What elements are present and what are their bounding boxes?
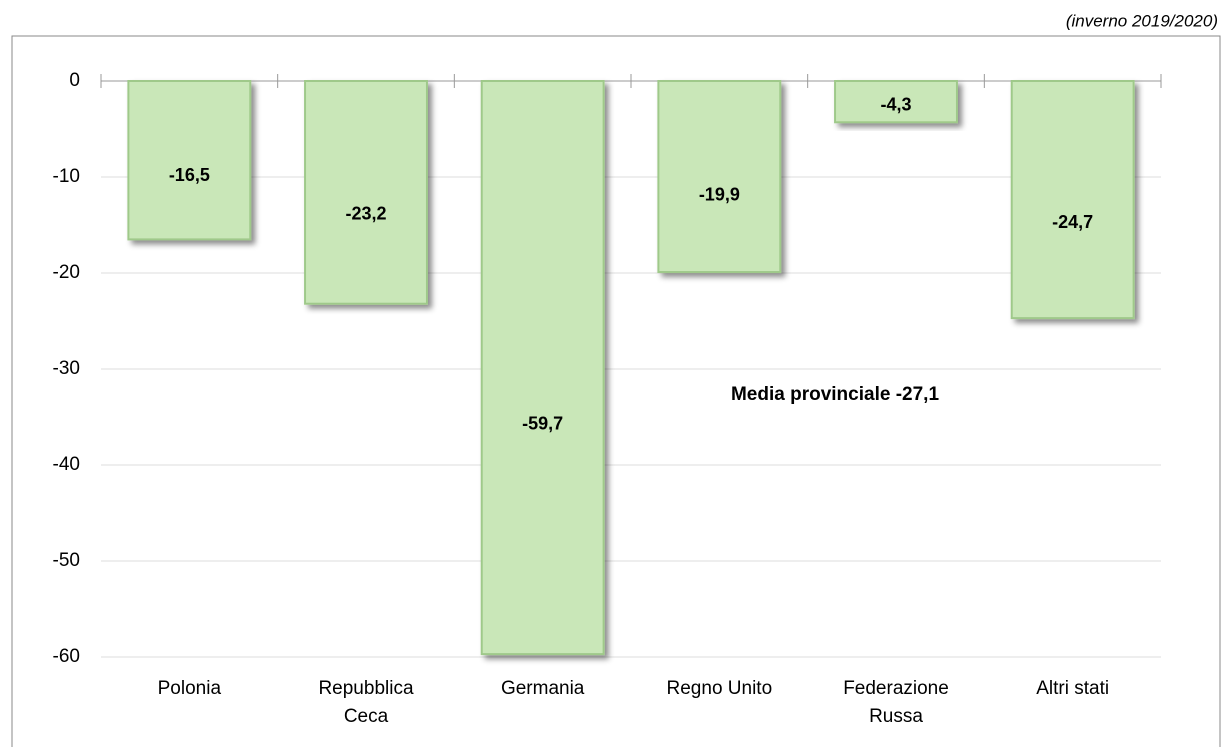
y-tick-label: -60 xyxy=(53,646,80,667)
bar xyxy=(657,80,782,274)
plot-frame xyxy=(11,35,1221,747)
y-tick-label: 0 xyxy=(69,70,80,91)
y-tick-label: -30 xyxy=(53,358,80,379)
x-tick-label: Federazione Russa xyxy=(843,678,949,727)
data-label: -16,5 xyxy=(169,165,210,185)
data-label: -23,2 xyxy=(345,203,386,223)
average-label: Media provinciale -27,1 xyxy=(731,384,939,405)
y-tick-label: -20 xyxy=(53,262,80,283)
bar xyxy=(834,80,958,124)
y-tick-label: -50 xyxy=(53,550,80,571)
x-tick-label: Regno Unito xyxy=(666,678,773,699)
bar xyxy=(1010,80,1135,320)
data-label: -19,9 xyxy=(699,184,740,204)
x-tick-label: Repubblica Ceca xyxy=(318,678,414,727)
bar xyxy=(304,80,428,305)
data-label: -59,7 xyxy=(522,414,563,434)
y-tick-label: -10 xyxy=(53,166,80,187)
x-tick-label: Altri stati xyxy=(1036,678,1110,699)
x-tick-label: Germania xyxy=(500,678,585,699)
bar xyxy=(127,80,252,241)
data-label: -4,3 xyxy=(880,95,911,115)
bar xyxy=(480,80,605,656)
x-tick-label: Polonia xyxy=(157,678,222,699)
data-label: -24,7 xyxy=(1052,212,1093,232)
subtitle: (inverno 2019/2020) xyxy=(1066,11,1218,30)
y-tick-label: -40 xyxy=(53,454,80,475)
